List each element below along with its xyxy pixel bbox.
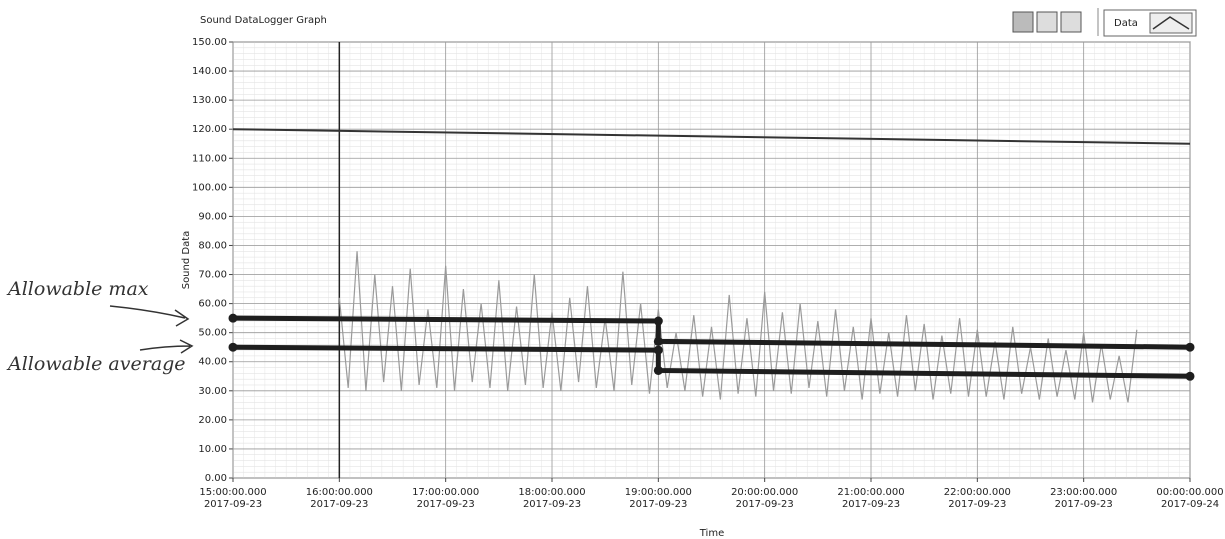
x-tick-label-line: 2017-09-23 — [417, 499, 475, 510]
series-line — [338, 251, 1138, 403]
x-axis-label: Time — [699, 528, 724, 539]
x-tick-label: 22:00:00.000 2017-09-23 — [944, 487, 1011, 510]
x-tick-label-line: 22:00:00.000 — [944, 487, 1011, 498]
x-tick-label-line: 2017-09-23 — [310, 499, 368, 510]
y-tick-label: 10.00 — [198, 444, 227, 455]
y-tick-label: 60.00 — [198, 299, 227, 310]
arrow — [139, 339, 194, 354]
y-tick-label: 140.00 — [192, 66, 227, 77]
legend-label: Data — [1114, 18, 1138, 29]
x-tick-label-line: 2017-09-24 — [1161, 499, 1219, 510]
x-tick-label-line: 17:00:00.000 — [412, 487, 479, 498]
y-tick-label: 30.00 — [198, 386, 227, 397]
annotation: Allowable max — [6, 278, 149, 300]
y-tick-label: 120.00 — [192, 124, 227, 135]
x-tick-label: 16:00:00.000 2017-09-23 — [306, 487, 373, 510]
vertex-dot — [653, 336, 663, 346]
x-tick-label-line: 2017-09-23 — [204, 499, 262, 510]
pan-tool[interactable] — [1060, 11, 1082, 33]
legend-icon — [1149, 12, 1193, 34]
x-tick-label-line: 18:00:00.000 — [518, 487, 585, 498]
vertex-dot — [653, 316, 663, 326]
x-tick-label: 17:00:00.000 2017-09-23 — [412, 487, 479, 510]
toolbar: Data — [1012, 8, 1197, 37]
x-tick-label: 00:00:00.000 2017-09-24 — [1156, 487, 1223, 510]
y-axis-label: Sound Data — [181, 231, 192, 290]
y-tick-label: 20.00 — [198, 415, 227, 426]
x-tick-label-line: 2017-09-23 — [523, 499, 581, 510]
vertex-dot — [653, 345, 663, 355]
y-tick-label: 90.00 — [198, 211, 227, 222]
zoom-tool[interactable] — [1036, 11, 1058, 33]
arrow — [109, 305, 190, 327]
chart-title: Sound DataLogger Graph — [200, 15, 327, 26]
y-tick-label: 100.00 — [192, 182, 227, 193]
x-tick-label-line: 19:00:00.000 — [625, 487, 692, 498]
x-tick-label-line: 23:00:00.000 — [1050, 487, 1117, 498]
cursor-tool[interactable] — [1012, 11, 1034, 33]
x-tick-label-line: 00:00:00.000 — [1156, 487, 1223, 498]
x-tick-label-line: 2017-09-23 — [629, 499, 687, 510]
y-tick-label: 40.00 — [198, 357, 227, 368]
vertex-dot — [228, 313, 238, 323]
vertex-dot — [1185, 342, 1195, 352]
minor-grid — [233, 42, 1190, 478]
x-tick-label-line: 16:00:00.000 — [306, 487, 373, 498]
x-tick-label: 18:00:00.000 2017-09-23 — [518, 487, 585, 510]
y-tick-label: 0.00 — [205, 473, 227, 484]
x-tick-label-line: 2017-09-23 — [1055, 499, 1113, 510]
x-tick-label-line: 2017-09-23 — [948, 499, 1006, 510]
vertex-dot — [228, 342, 238, 352]
annotation: Allowable average — [6, 353, 186, 375]
x-tick-label-line: 21:00:00.000 — [837, 487, 904, 498]
y-tick-label: 150.00 — [192, 37, 227, 48]
x-tick-label: 23:00:00.000 2017-09-23 — [1050, 487, 1117, 510]
y-tick-label: 130.00 — [192, 95, 227, 106]
y-tick-label: 70.00 — [198, 270, 227, 281]
legend-icon-line — [1152, 16, 1190, 30]
series-line — [232, 315, 1191, 350]
x-tick-label-line: 15:00:00.000 — [199, 487, 266, 498]
vertex-dot — [1185, 371, 1195, 381]
y-tick-label: 80.00 — [198, 240, 227, 251]
series-line — [232, 344, 1191, 379]
x-tick-label: 21:00:00.000 2017-09-23 — [837, 487, 904, 510]
y-tick-label: 110.00 — [192, 153, 227, 164]
handwritten-notes: Allowable max Allowable average — [6, 278, 194, 375]
series-line — [232, 128, 1191, 145]
y-tick-label: 50.00 — [198, 328, 227, 339]
x-tick-label: 19:00:00.000 2017-09-23 — [625, 487, 692, 510]
vertex-dot — [653, 365, 663, 375]
x-tick-label-line: 2017-09-23 — [842, 499, 900, 510]
x-tick-label: 20:00:00.000 2017-09-23 — [731, 487, 798, 510]
x-tick-label: 15:00:00.000 2017-09-23 — [199, 487, 266, 510]
x-tick-label-line: 2017-09-23 — [736, 499, 794, 510]
x-tick-label-line: 20:00:00.000 — [731, 487, 798, 498]
